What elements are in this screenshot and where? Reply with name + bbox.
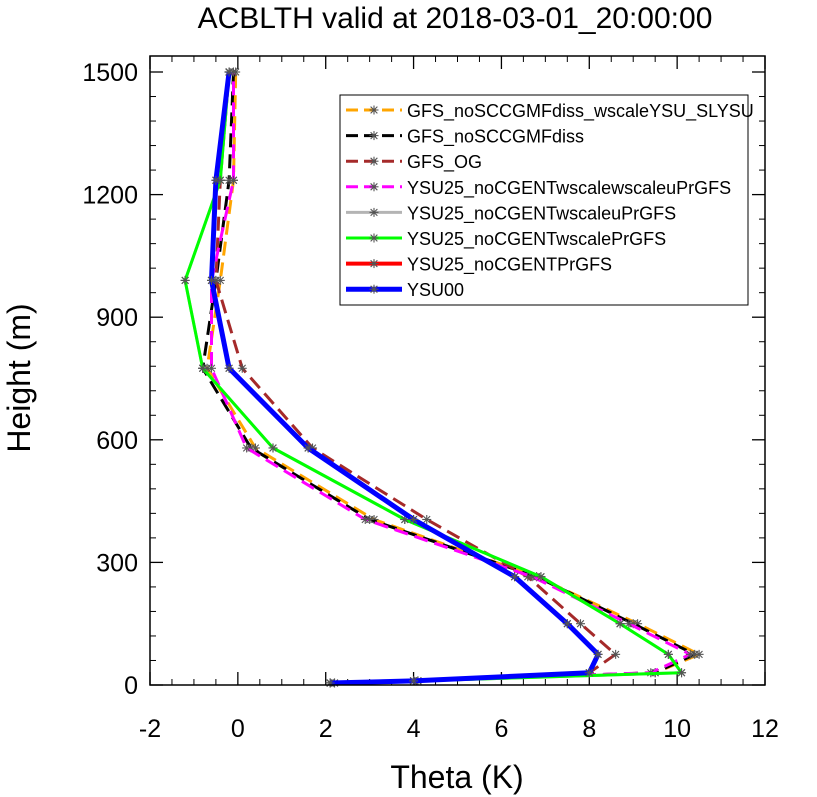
series-line-3 [214,71,618,685]
x-tick-label: 8 [582,715,596,743]
x-tick-label: 2 [319,715,333,743]
plot-frame [149,55,766,686]
legend-marker-6 [369,233,379,243]
series-line-8 [209,71,601,686]
chart-title: ACBLTH valid at 2018-03-01_20:00:00 [198,2,713,35]
legend-marker-5 [369,207,379,217]
series-8-point [584,668,594,678]
series-8-point [207,275,216,285]
series-4-point [207,363,216,373]
legend-marker-3 [369,156,379,166]
series-8-point [325,678,335,688]
legend: GFS_noSCCGMFdiss_wscaleYSU_SLYSU GFS_noSC… [339,94,754,306]
legend-entry-7: YSU25_noCGENTPrGFS [407,255,612,276]
x-tick-label: 4 [407,715,421,743]
series-3-point [611,649,621,659]
series-6-point [268,443,278,453]
y-tick-label: 600 [96,427,138,455]
series-6-point [536,572,546,582]
legend-marker-2 [369,131,379,141]
y-tick-label: 1200 [82,182,138,210]
legend-box [339,94,749,306]
series-3-point [422,514,432,524]
x-tick-label: 6 [494,715,508,743]
legend-entry-8: YSU00 [407,280,464,300]
x-axis-label: Theta (K) [390,759,523,795]
series-8-point [211,175,221,185]
y-tick-label: 300 [96,549,138,577]
legend-entry-3: GFS_OG [407,152,482,173]
series-8-point [409,676,419,686]
legend-entry-2: GFS_noSCCGMFdiss [407,127,584,148]
x-tick-label: -2 [139,715,161,743]
x-tick-label: 0 [231,715,245,743]
series-6-point [615,619,625,629]
series-4-point [685,649,695,659]
series-8-point [510,572,520,582]
legend-marker-1 [369,105,379,115]
y-tick-label: 1500 [82,59,138,87]
series-6-point [198,363,208,373]
legend-entry-6: YSU25_noCGENTwscalePrGFS [407,229,666,250]
series-4-point [360,514,370,524]
series-4-point [242,443,252,453]
series-8-point [562,619,572,629]
x-tick-label: 12 [751,715,779,743]
x-tick-label: 10 [663,715,691,743]
series-6-point [180,275,190,285]
legend-marker-4 [369,182,379,192]
series-layer [180,67,704,688]
series-6-point [663,649,673,659]
y-tick-label: 0 [124,672,138,700]
series-line-6 [183,71,683,685]
series-4-point [228,175,238,185]
y-axis-label: Height (m) [1,303,37,452]
series-8-point [409,514,419,524]
legend-marker-7 [369,259,379,269]
legend-marker-8 [369,284,379,294]
series-8-point [224,67,234,77]
series-8-point [303,443,313,453]
legend-entry-4: YSU25_noCGENTwscalewscaleuPrGFS [407,178,731,199]
series-3-point [576,619,585,629]
legend-entry-5: YSU25_noCGENTwscaleuPrGFS [407,203,676,224]
series-8-point [593,649,603,659]
y-tick-label: 900 [96,304,138,332]
legend-entry-1: GFS_noSCCGMFdiss_wscaleYSU_SLYSU [407,101,754,122]
series-4-point [624,619,634,629]
series-6-point [677,668,687,678]
series-3-point [237,363,247,373]
series-8-point [224,363,234,373]
